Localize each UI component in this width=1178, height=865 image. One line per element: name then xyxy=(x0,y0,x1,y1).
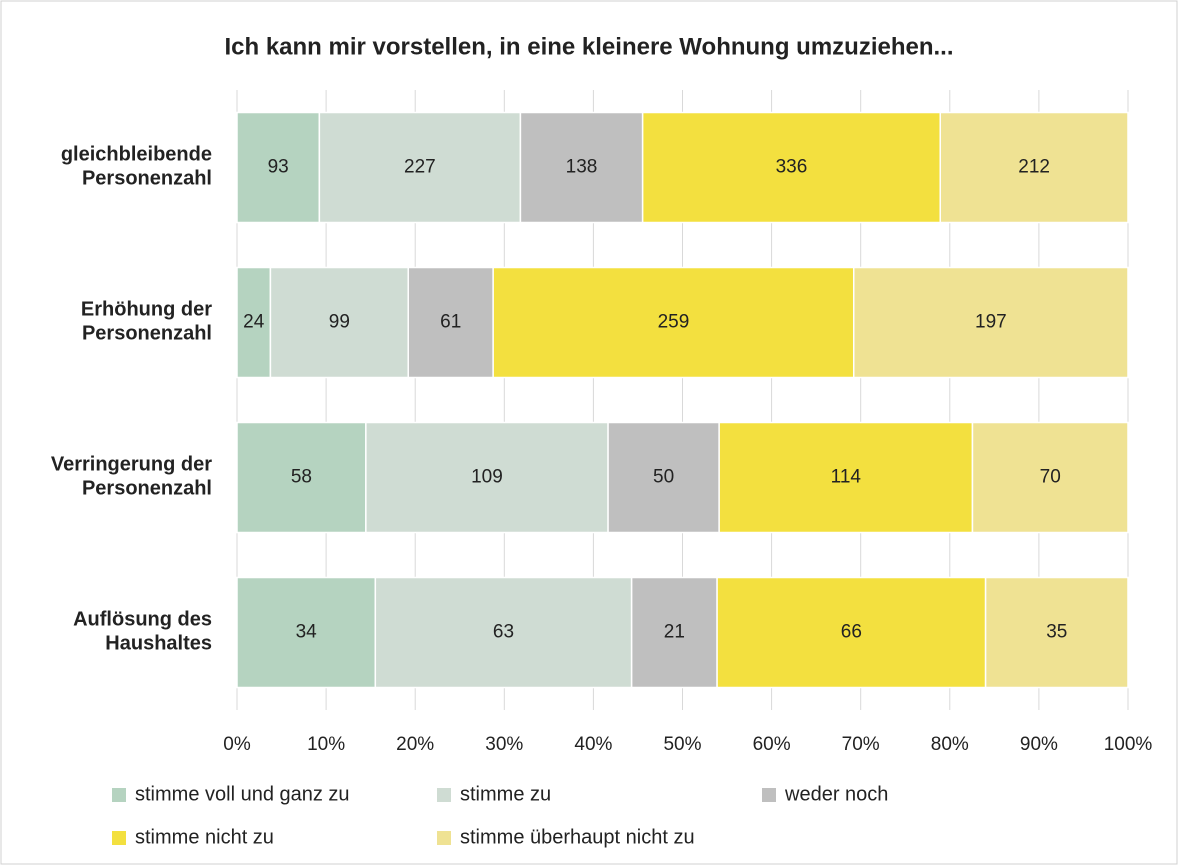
data-label: 336 xyxy=(776,157,808,178)
y-tick-label: Verringerung der Personenzahl xyxy=(51,454,212,500)
bar-segment xyxy=(641,111,941,224)
chart-title: Ich kann mir vorstellen, in eine kleiner… xyxy=(224,33,953,60)
data-label: 58 xyxy=(291,467,312,488)
bar-segment xyxy=(984,576,1129,689)
bar-segment xyxy=(374,576,633,689)
legend-label: stimme nicht zu xyxy=(135,826,274,848)
y-tick-label-line: Auflösung des xyxy=(73,609,212,631)
data-label: 24 xyxy=(243,312,265,333)
bar-segment xyxy=(718,421,974,534)
bar-segment xyxy=(407,266,494,379)
y-tick-label-line: Erhöhung der xyxy=(81,299,212,321)
data-label: 99 xyxy=(329,312,350,333)
bar-segment xyxy=(365,421,609,534)
data-label: 63 xyxy=(493,622,514,643)
y-tick-label-line: Verringerung der xyxy=(51,454,212,476)
y-tick-label-line: Haushaltes xyxy=(105,633,212,655)
legend-swatch xyxy=(437,831,451,845)
data-label: 34 xyxy=(296,622,318,643)
data-label: 50 xyxy=(653,467,674,488)
legend-label: stimme überhaupt nicht zu xyxy=(460,826,695,848)
legend-swatch xyxy=(762,788,776,802)
data-label: 109 xyxy=(471,467,503,488)
y-tick-label: gleichbleibende Personenzahl xyxy=(61,144,212,190)
x-tick-label: 60% xyxy=(753,734,791,755)
data-label: 93 xyxy=(268,157,289,178)
data-label: 61 xyxy=(440,312,461,333)
data-label: 66 xyxy=(841,622,862,643)
x-tick-label: 90% xyxy=(1020,734,1058,755)
data-label: 35 xyxy=(1046,622,1067,643)
x-tick-label: 70% xyxy=(842,734,880,755)
x-tick-label: 0% xyxy=(223,734,251,755)
data-label: 227 xyxy=(404,157,436,178)
x-tick-label: 50% xyxy=(663,734,701,755)
data-label: 212 xyxy=(1018,157,1050,178)
bar-segment xyxy=(236,576,377,689)
bar-segment xyxy=(716,576,987,689)
bar-segment xyxy=(630,576,718,689)
x-tick-label: 30% xyxy=(485,734,523,755)
bar-segment xyxy=(236,111,321,224)
bar-segment xyxy=(971,421,1129,534)
legend-swatch xyxy=(112,831,126,845)
legend-label: weder noch xyxy=(784,783,888,805)
data-label: 197 xyxy=(975,312,1007,333)
x-tick-label: 40% xyxy=(574,734,612,755)
data-label: 259 xyxy=(658,312,690,333)
bar-segment xyxy=(852,266,1129,379)
legend-label: stimme voll und ganz zu xyxy=(135,783,350,805)
bar-segment xyxy=(236,421,367,534)
legend-swatch xyxy=(437,788,451,802)
data-label: 114 xyxy=(831,467,862,488)
y-tick-label: Auflösung des Haushaltes xyxy=(73,609,212,655)
bar-segment xyxy=(607,421,720,534)
bar-segment xyxy=(939,111,1129,224)
y-tick-label-line: Personenzahl xyxy=(82,168,212,190)
x-tick-label: 80% xyxy=(931,734,969,755)
data-label: 21 xyxy=(664,622,685,643)
y-tick-label-line: Personenzahl xyxy=(82,478,212,500)
y-tick-label-line: gleichbleibende xyxy=(61,144,212,166)
x-tick-label: 10% xyxy=(307,734,345,755)
y-tick-label-line: Personenzahl xyxy=(82,323,212,345)
y-tick-label: Erhöhung der Personenzahl xyxy=(81,299,212,345)
bar-segment xyxy=(318,111,522,224)
legend-swatch xyxy=(112,788,126,802)
bar-segment xyxy=(236,266,272,379)
data-label: 138 xyxy=(566,157,598,178)
legend-label: stimme zu xyxy=(460,783,551,805)
data-label: 70 xyxy=(1040,467,1061,488)
x-tick-label: 100% xyxy=(1104,734,1153,755)
bar-segment xyxy=(269,266,409,379)
bar-segment xyxy=(519,111,644,224)
x-tick-label: 20% xyxy=(396,734,434,755)
